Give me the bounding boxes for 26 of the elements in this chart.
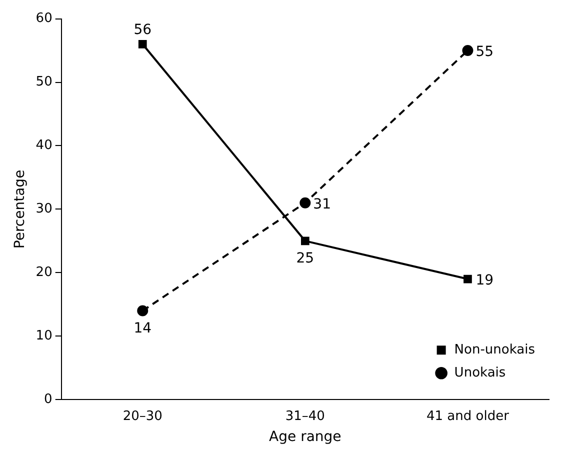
data-label: 31: [313, 196, 331, 212]
data-label: 14: [134, 320, 152, 336]
legend-label: Unokais: [454, 365, 506, 380]
x-tick-label: 41 and older: [426, 408, 510, 424]
y-tick-label: 60: [36, 11, 52, 26]
data-label: 19: [476, 272, 494, 289]
point: [300, 236, 310, 246]
point: [462, 45, 474, 56]
point: [137, 305, 148, 316]
x-tick-label: 20–30: [122, 408, 162, 424]
y-tick-label: 20: [36, 265, 52, 280]
point: [300, 197, 311, 208]
x-tick-label: 31–40: [285, 408, 325, 424]
y-tick-label: 40: [36, 138, 52, 154]
data-label: 55: [476, 44, 494, 60]
point: [138, 40, 147, 48]
y-axis-title: Percentage: [12, 170, 28, 249]
data-label: 56: [134, 22, 152, 38]
y-tick-label: 10: [36, 328, 52, 344]
y-tick-label: 0: [44, 392, 52, 407]
y-tick-label: 50: [36, 74, 52, 90]
legend-label: Non-unokais: [454, 342, 536, 358]
data-label: 25: [296, 250, 314, 267]
point: [464, 274, 472, 284]
y-tick-label: 30: [36, 202, 52, 217]
x-axis-title: Age range: [269, 429, 342, 446]
